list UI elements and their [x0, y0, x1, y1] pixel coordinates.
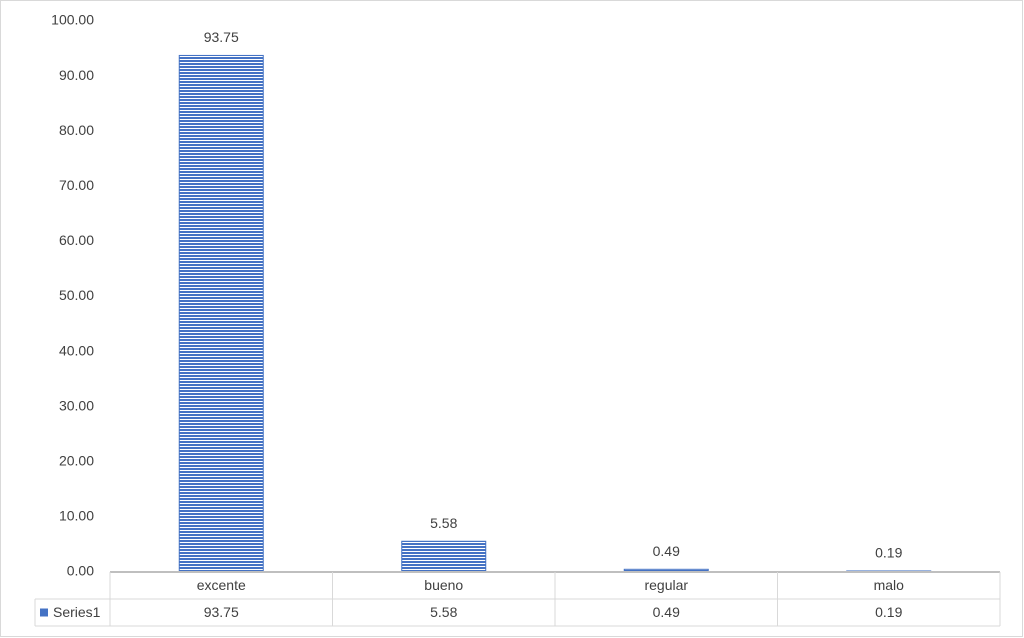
y-tick-label: 60.00 — [59, 232, 94, 248]
data-label: 0.19 — [875, 545, 902, 561]
x-tick-label: malo — [874, 577, 905, 593]
table-value: 5.58 — [430, 604, 457, 620]
y-tick-label: 0.00 — [67, 563, 94, 579]
x-tick-label: bueno — [424, 577, 463, 593]
x-tick-label: regular — [644, 577, 688, 593]
y-tick-label: 50.00 — [59, 287, 94, 303]
table-value: 0.19 — [875, 604, 902, 620]
y-tick-label: 70.00 — [59, 177, 94, 193]
bar — [178, 54, 264, 573]
bar — [401, 540, 487, 573]
data-label: 5.58 — [430, 515, 457, 531]
legend-key — [40, 608, 48, 617]
table-value: 93.75 — [204, 604, 239, 620]
data-label: 0.49 — [653, 543, 680, 559]
y-tick-label: 30.00 — [59, 397, 94, 413]
y-tick-label: 90.00 — [59, 67, 94, 83]
y-tick-label: 100.00 — [51, 12, 94, 28]
y-tick-label: 80.00 — [59, 122, 94, 138]
x-tick-label: excente — [197, 577, 246, 593]
y-tick-label: 10.00 — [59, 508, 94, 524]
y-tick-label: 20.00 — [59, 453, 94, 469]
y-tick-label: 40.00 — [59, 342, 94, 358]
legend-label: Series1 — [53, 604, 101, 620]
table-value: 0.49 — [653, 604, 680, 620]
data-label: 93.75 — [204, 29, 239, 45]
